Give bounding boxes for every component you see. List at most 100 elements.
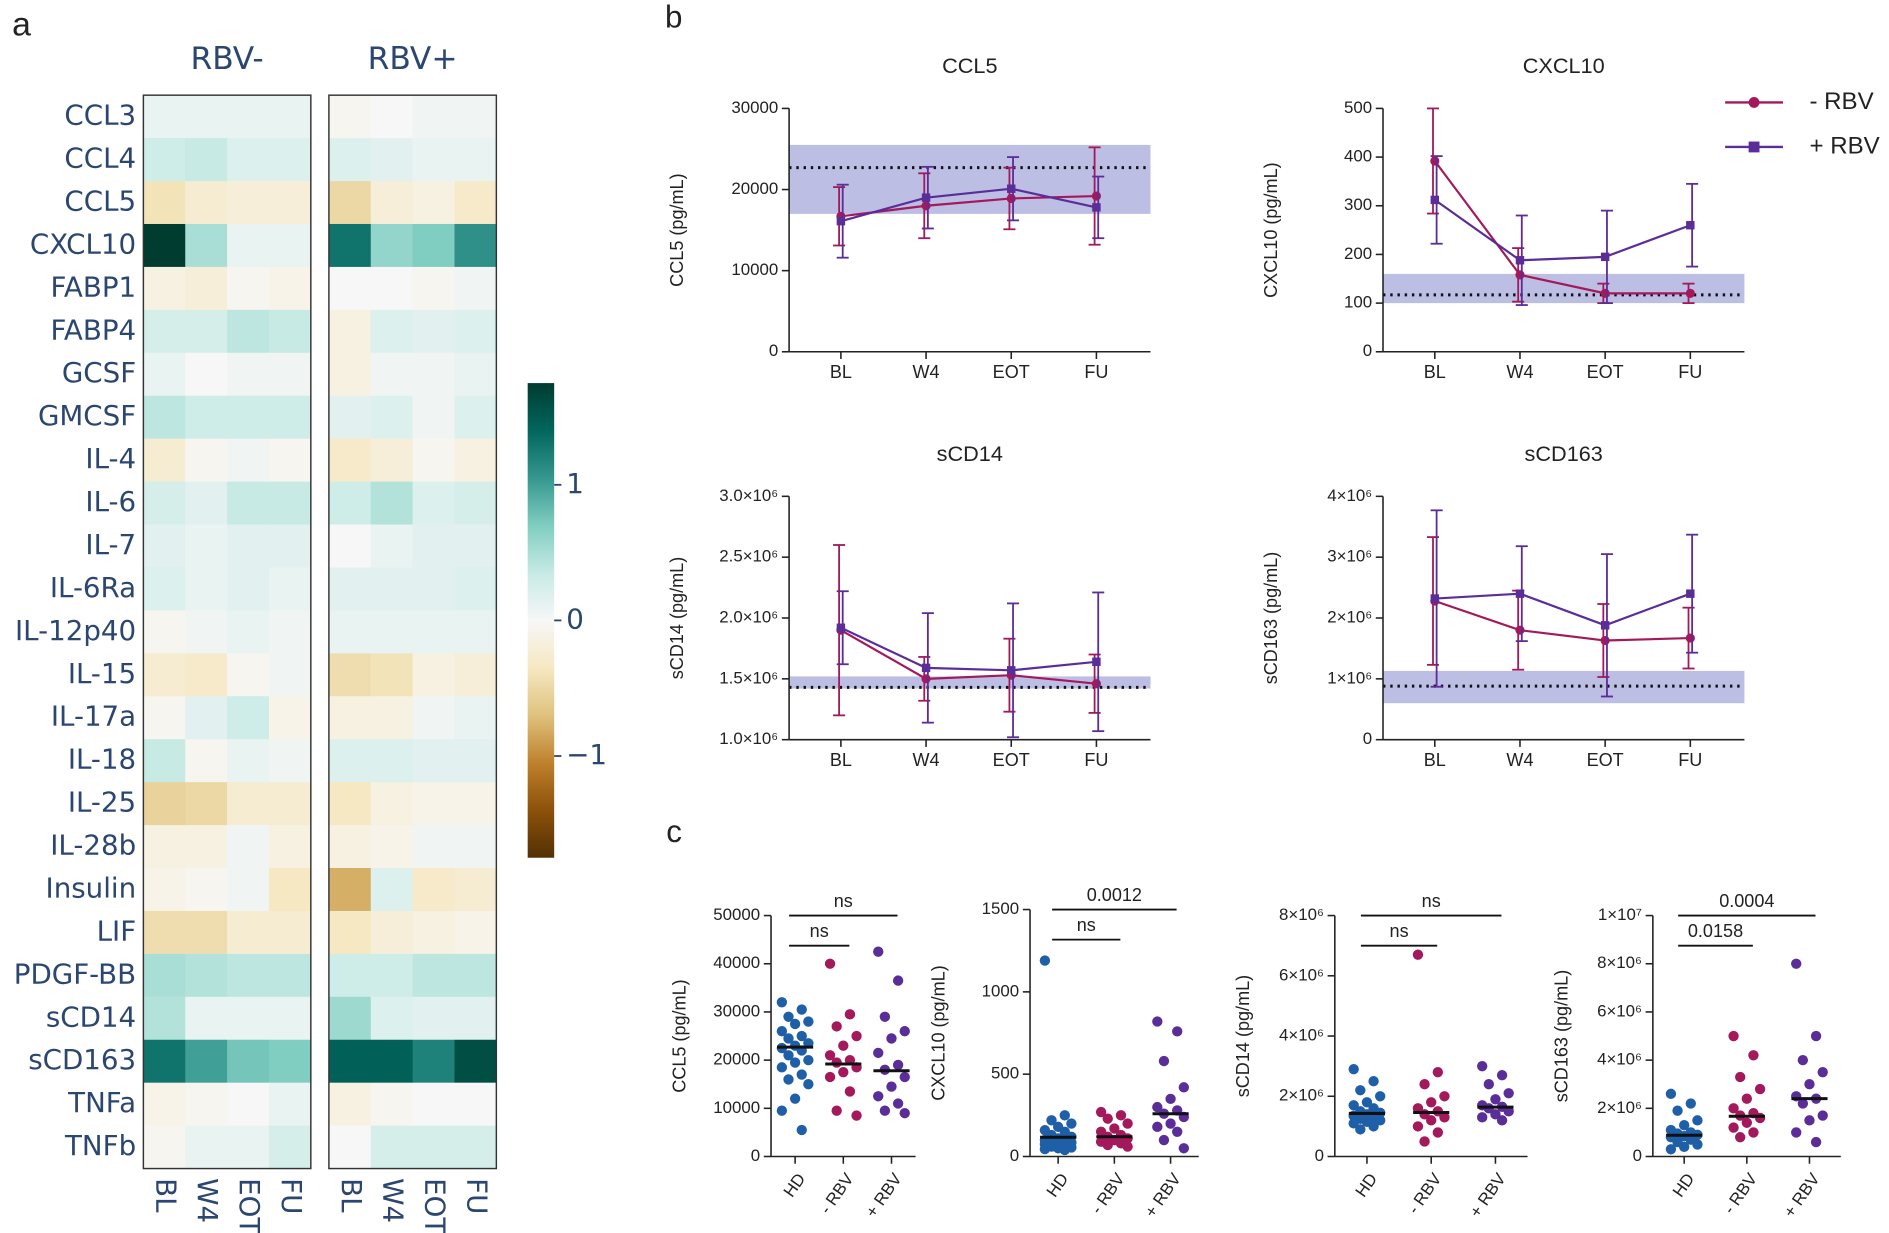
x-tick-label: + RBV <box>1466 1169 1510 1221</box>
data-point <box>1165 1093 1176 1105</box>
heatmap-cell <box>227 825 270 869</box>
series-line <box>840 629 1097 685</box>
heatmap-cell <box>370 825 414 869</box>
significance-label: ns <box>810 921 829 941</box>
heatmap-cell <box>328 223 372 268</box>
data-point <box>1483 1079 1494 1090</box>
heatmap-cell <box>454 1039 497 1084</box>
heatmap-cell <box>328 352 372 397</box>
x-tick-label: W4 <box>913 362 940 382</box>
heatmap-cell <box>328 782 372 826</box>
heatmap-cell <box>185 138 228 182</box>
group-label: RBV- <box>191 41 264 77</box>
data-point <box>1439 1112 1450 1123</box>
heatmap-cell <box>268 953 312 998</box>
data-point <box>1692 1139 1703 1150</box>
significance-label: 0.0158 <box>1688 921 1743 941</box>
marker <box>1686 221 1695 230</box>
y-tick-label: 50000 <box>713 905 760 924</box>
heatmap-cell <box>227 138 270 182</box>
heatmap-cell <box>412 910 455 955</box>
data-point <box>824 1050 836 1061</box>
heatmap-cell <box>268 653 312 697</box>
marker <box>921 201 931 211</box>
heatmap-cell <box>268 524 312 568</box>
data-point <box>789 1093 801 1104</box>
marker <box>1430 195 1440 205</box>
data-point <box>789 1057 801 1068</box>
data-point <box>803 1079 814 1090</box>
heatmap-cell <box>227 223 270 268</box>
data-point <box>1804 1079 1815 1090</box>
heatmap-cell <box>328 1039 372 1084</box>
data-point <box>1797 1098 1809 1109</box>
y-tick-label: 0 <box>1633 1146 1642 1165</box>
heatmap-cell <box>227 868 270 912</box>
y-tick-label: 20000 <box>713 1050 760 1069</box>
marker <box>921 674 931 684</box>
y-tick-label: 500 <box>1344 98 1372 117</box>
heatmap-cell <box>185 481 228 526</box>
row-label: GMCSF <box>38 399 136 432</box>
heatmap-cell <box>185 567 228 611</box>
marker <box>921 193 931 202</box>
heatmap-cell <box>268 1082 312 1127</box>
x-tick-label: W4 <box>1506 750 1533 770</box>
group-frame <box>328 94 498 1170</box>
heatmap-cell <box>185 309 228 354</box>
heatmap-cell <box>412 868 455 912</box>
data-point <box>1432 1127 1444 1138</box>
heatmap-cell <box>227 309 270 354</box>
heatmap-cell <box>454 825 497 869</box>
data-point <box>1735 1132 1746 1143</box>
heatmap-cell <box>143 782 186 826</box>
heatmap-cell <box>370 95 414 139</box>
data-point <box>1412 949 1424 960</box>
marker <box>1515 270 1525 280</box>
x-tick-label: W4 <box>913 750 940 770</box>
x-tick-label: HD <box>1352 1170 1382 1201</box>
data-point <box>1748 1050 1759 1061</box>
column-label: BL <box>149 1178 182 1213</box>
data-point <box>1172 1126 1183 1137</box>
data-point <box>1748 1127 1759 1138</box>
heatmap-cell <box>143 910 186 955</box>
data-point <box>1059 1144 1070 1156</box>
data-point <box>1172 1026 1183 1037</box>
y-tick-label: 1×10⁶ <box>1327 668 1372 687</box>
data-point <box>796 1069 807 1080</box>
y-tick-label: 1000 <box>982 981 1020 1000</box>
heatmap-cell <box>268 739 312 783</box>
heatmap-cell <box>412 138 455 182</box>
x-tick-label: - RBV <box>1087 1169 1129 1217</box>
heatmap-cell <box>454 910 497 955</box>
marker <box>1515 589 1525 598</box>
data-point <box>851 1110 862 1121</box>
data-point <box>1728 1030 1739 1042</box>
data-point <box>776 1026 788 1037</box>
heatmap-cell <box>412 395 455 440</box>
heatmap-cell <box>227 95 270 139</box>
heatmap-cell <box>185 181 228 225</box>
row-label: TNFb <box>64 1129 136 1162</box>
marker <box>1091 191 1101 201</box>
legend-marker <box>1748 96 1760 108</box>
significance-label: ns <box>1390 921 1409 941</box>
significance-label: ns <box>1422 891 1441 911</box>
heatmap-cell <box>328 953 372 998</box>
data-point <box>1178 1143 1190 1154</box>
heatmap-cell <box>454 653 497 697</box>
heatmap-cell <box>143 696 186 740</box>
heatmap-cell <box>412 996 455 1041</box>
x-tick-label: BL <box>1424 362 1446 382</box>
data-point <box>899 1107 910 1119</box>
heatmap-cell <box>370 567 414 611</box>
y-tick-label: 500 <box>991 1064 1019 1083</box>
marker <box>1006 193 1016 204</box>
heatmap-cell <box>454 567 497 611</box>
marker <box>1686 589 1695 598</box>
data-point <box>831 1105 842 1116</box>
y-axis-label: CCL5 (pg/mL) <box>667 173 687 286</box>
x-tick-label: FU <box>1084 750 1108 770</box>
